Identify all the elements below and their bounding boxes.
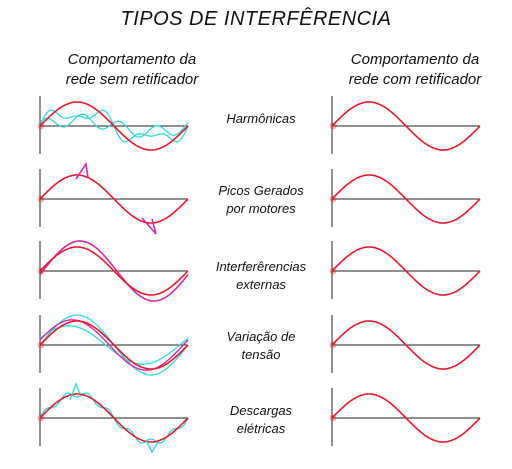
column-header-with-rectifier: Comportamento da rede com retificador <box>330 50 500 90</box>
left-external-glow <box>37 267 45 275</box>
right-clean-wave-discharge <box>331 393 481 443</box>
right-variation-glow <box>329 341 337 349</box>
row-label-line: elétricas <box>236 421 286 436</box>
column-header-without-rectifier: Comportamento da rede sem retificador <box>47 50 217 90</box>
left-variation-glow <box>37 341 45 349</box>
left-external-wave <box>39 240 189 302</box>
column-header-line: Comportamento da <box>350 51 480 68</box>
row-label-harmonics: Harmônicas <box>196 110 326 128</box>
left-spike-bottom <box>141 217 157 235</box>
left-undervoltage-wave <box>39 325 189 365</box>
column-header-line: Comportamento da <box>67 51 197 68</box>
left-discharge-glow <box>37 414 45 422</box>
left-discharge-spike-bottom <box>145 439 159 454</box>
page-title: TIPOS DE INTERFÊRENCIA <box>120 8 392 30</box>
left-harmonics-glow <box>37 122 45 130</box>
left-spikes-glow <box>37 195 45 203</box>
left-fundamental-wave <box>39 393 189 443</box>
right-clean-wave-external <box>331 246 481 296</box>
row-label-line: Variação de <box>226 329 296 344</box>
right-external-glow <box>329 267 337 275</box>
row-label-line: Interferêrencias <box>215 259 307 274</box>
left-discharge-spike-top <box>69 382 81 401</box>
column-header-line: rede com retificador <box>348 71 482 88</box>
row-label-line: tensão <box>241 347 281 362</box>
right-harmonics-glow <box>329 122 337 130</box>
row-label-line: Descargas <box>229 403 293 418</box>
right-clean-wave-harmonics <box>331 101 481 151</box>
left-spike-top <box>75 161 89 180</box>
left-fundamental-wave <box>39 246 189 296</box>
column-header-line: rede sem retificador <box>65 71 199 88</box>
left-shifted-wave <box>39 319 189 371</box>
row-label-external: Interferêrencias externas <box>196 258 326 294</box>
right-spikes-glow <box>329 195 337 203</box>
left-harmonic-wave-2 <box>39 113 189 138</box>
row-label-spikes: Picos Gerados por motores <box>196 182 326 218</box>
row-label-line: Harmônicas <box>226 111 296 126</box>
left-fundamental-wave <box>39 101 189 151</box>
right-clean-wave-spikes <box>331 174 481 224</box>
row-label-line: por motores <box>226 201 296 216</box>
right-clean-wave-variation <box>331 320 481 370</box>
row-label-line: externas <box>236 277 286 292</box>
row-label-variation: Variação de tensão <box>196 328 326 364</box>
left-fundamental-wave <box>39 320 189 370</box>
right-discharge-glow <box>329 414 337 422</box>
row-label-line: Picos Gerados <box>218 183 304 198</box>
row-label-discharge: Descargas elétricas <box>196 402 326 438</box>
left-fundamental-wave <box>39 174 189 224</box>
